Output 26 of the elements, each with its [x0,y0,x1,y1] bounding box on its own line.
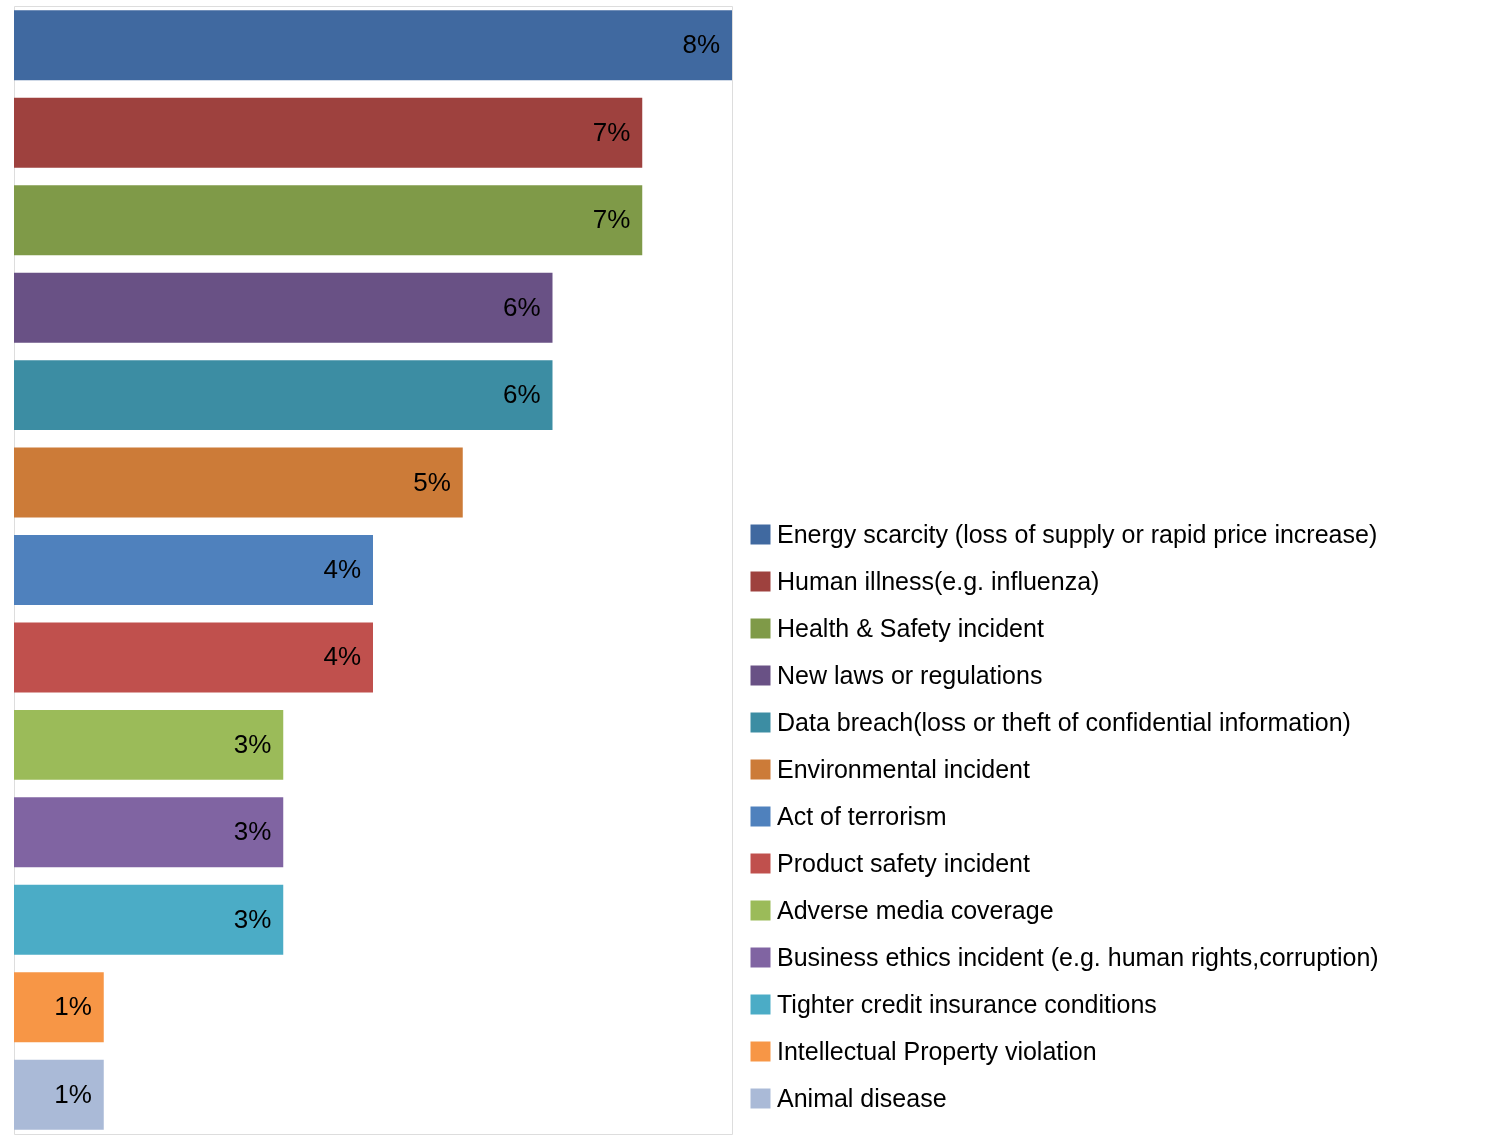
data-label: 3% [233,903,272,934]
data-label: 7% [592,204,631,235]
legend-label: Animal disease [777,1083,947,1112]
legend-label: Adverse media coverage [777,895,1054,924]
data-label: 4% [323,554,361,584]
data-label: 3% [233,728,272,759]
data-label: 4% [323,641,361,672]
legend-label: Health & Safety incident [777,613,1044,642]
data-label: 1% [54,991,92,1022]
legend-label: Tighter credit insurance conditions [777,989,1157,1018]
data-label: 7% [592,116,631,147]
legend-label: Human illness(e.g. influenza) [777,566,1100,595]
data-label: 1% [54,1078,92,1109]
legend-label: Product safety incident [777,848,1030,877]
data-label: 8% [682,29,720,60]
legend-label: Data breach(loss or theft of confidential information) [777,707,1351,736]
legend-label: New laws or regulations [777,660,1043,689]
legend-label: Business ethics incident (e.g. human rights,corruption) [777,942,1379,971]
data-label: 3% [233,816,272,847]
data-label: 6% [502,291,541,322]
legend-label: Intellectual Property violation [777,1036,1097,1065]
legend-label: Environmental incident [777,754,1030,783]
legend-label: Act of terrorism [777,801,947,830]
data-label: 5% [413,466,451,497]
data-label: 6% [502,379,541,410]
legend-label: Energy scarcity (loss of supply or rapid price increase) [777,519,1378,548]
